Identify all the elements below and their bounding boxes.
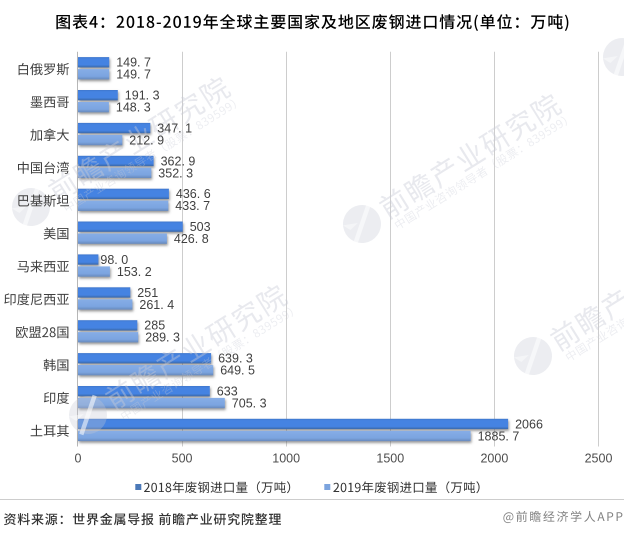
svg-text:1000: 1000: [272, 452, 300, 466]
svg-text:1500: 1500: [376, 452, 404, 466]
svg-text:436. 6: 436. 6: [176, 187, 211, 201]
svg-text:149. 7: 149. 7: [116, 68, 151, 82]
svg-text:433. 7: 433. 7: [175, 199, 210, 213]
svg-text:426. 8: 426. 8: [174, 232, 209, 246]
svg-text:98. 0: 98. 0: [100, 253, 128, 267]
svg-text:352. 3: 352. 3: [158, 166, 193, 180]
svg-text:153. 2: 153. 2: [117, 265, 152, 279]
svg-text:705. 3: 705. 3: [232, 396, 267, 410]
svg-text:639. 3: 639. 3: [218, 352, 253, 366]
svg-text:1885. 7: 1885. 7: [478, 429, 520, 443]
svg-text:2000: 2000: [480, 452, 508, 466]
svg-text:0: 0: [75, 452, 82, 466]
svg-text:2066: 2066: [515, 417, 543, 431]
svg-text:148. 3: 148. 3: [116, 101, 151, 115]
svg-text:503: 503: [190, 220, 211, 234]
svg-text:347. 1: 347. 1: [157, 122, 192, 136]
svg-text:2500: 2500: [585, 452, 613, 466]
svg-text:500: 500: [172, 452, 193, 466]
svg-text:251: 251: [137, 286, 158, 300]
svg-text:149. 7: 149. 7: [116, 56, 151, 70]
svg-text:212. 9: 212. 9: [129, 133, 164, 147]
svg-text:362. 9: 362. 9: [161, 154, 196, 168]
svg-text:289. 3: 289. 3: [145, 331, 180, 345]
svg-text:285: 285: [144, 319, 165, 333]
svg-text:191. 3: 191. 3: [125, 89, 160, 103]
svg-text:261. 4: 261. 4: [139, 298, 174, 312]
svg-text:649. 5: 649. 5: [220, 364, 255, 378]
svg-text:633: 633: [217, 385, 238, 399]
